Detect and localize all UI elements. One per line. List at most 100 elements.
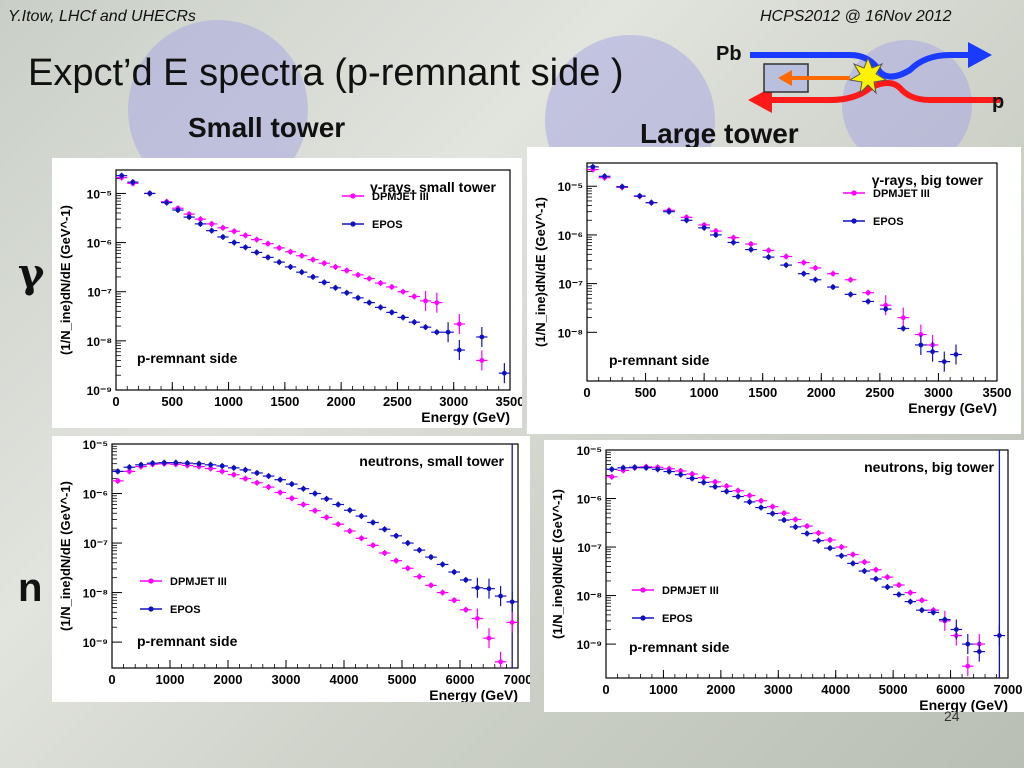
chart-gamma-big-svg: 0 500 1000 1500 2000 2500 3000 3500 10⁻⁸ 10⁻⁷ 10⁻⁶…	[533, 162, 1011, 416]
x-tick-label: 1500	[748, 385, 777, 400]
data-point	[208, 462, 214, 468]
data-point	[678, 468, 684, 474]
data-point	[666, 469, 672, 474]
data-point	[689, 475, 695, 481]
data-point	[231, 472, 237, 478]
header-conference: HCPS2012 @ 16Nov 2012	[760, 8, 952, 25]
x-tick-label: 1500	[270, 394, 299, 409]
legend-marker	[640, 587, 646, 593]
p-beam-arrowhead	[748, 87, 772, 113]
data-point	[335, 502, 341, 507]
data-point	[713, 228, 719, 234]
collision-diagram: Pb p	[716, 42, 1004, 113]
pb-label: Pb	[716, 43, 742, 65]
data-point	[666, 209, 672, 215]
data-point	[953, 352, 959, 357]
x-tick-label: 7000	[994, 682, 1023, 697]
y-tick-label: 10⁻⁹	[87, 384, 112, 398]
data-point	[735, 494, 741, 499]
data-point	[839, 553, 844, 559]
data-point	[310, 257, 316, 263]
data-point	[896, 592, 902, 597]
plot-frame	[115, 169, 511, 391]
data-point	[209, 228, 215, 234]
y-tick-label: 10⁻⁸	[83, 587, 108, 601]
collision-flash-icon	[848, 56, 888, 95]
data-point	[793, 524, 798, 530]
data-point	[976, 649, 982, 655]
data-point	[231, 240, 237, 245]
data-point	[783, 254, 789, 259]
data-point	[301, 502, 306, 507]
header-author: Y.Itow, LHCf and UHECRs	[8, 8, 196, 25]
data-point	[509, 619, 515, 625]
data-point	[701, 225, 707, 231]
chart-neutron-big-svg: 0 1000 2000 3000 4000 5000 6000 7000 10⁻⁹ 10⁻⁸ 10⁻…	[550, 444, 1023, 712]
data-point	[839, 544, 844, 550]
data-point	[602, 173, 607, 179]
data-point	[609, 466, 615, 472]
data-point	[411, 319, 417, 325]
data-point	[277, 477, 283, 483]
data-point	[850, 561, 856, 566]
plot-frame	[605, 449, 1009, 679]
x-tick-label: 1000	[156, 672, 185, 687]
legend-marker	[148, 606, 154, 612]
data-point	[231, 228, 237, 234]
annotation-text: p-remnant side	[629, 639, 730, 655]
x-tick-label: 6000	[446, 672, 475, 687]
data-point	[164, 200, 170, 206]
x-tick-label: 2500	[865, 385, 894, 400]
y-tick-label: 10⁻⁷	[558, 278, 583, 292]
x-tick-label: 1000	[690, 385, 719, 400]
data-point	[637, 193, 643, 199]
x-tick-label: 0	[602, 682, 609, 697]
data-point	[389, 309, 395, 315]
y-tick-label: 10⁻⁷	[83, 537, 108, 551]
data-point	[119, 173, 125, 179]
x-tick-label: 2000	[327, 394, 356, 409]
data-point	[632, 464, 638, 470]
data-point	[423, 298, 428, 304]
data-point	[748, 247, 754, 252]
data-point	[620, 465, 626, 471]
data-point	[848, 292, 853, 297]
data-point	[862, 559, 867, 565]
data-point	[498, 593, 503, 599]
data-point	[850, 552, 856, 557]
x-tick-label: 2000	[214, 672, 243, 687]
x-tick-label: 7000	[504, 672, 530, 687]
data-point	[896, 582, 902, 588]
data-point	[115, 478, 121, 484]
data-point	[793, 517, 798, 522]
data-point	[130, 179, 136, 185]
x-tick-label: 1000	[214, 394, 243, 409]
data-point	[930, 609, 936, 615]
data-point	[930, 349, 935, 355]
x-axis-label: Energy (GeV)	[908, 400, 997, 416]
legend-label: DPMJET III	[873, 188, 930, 200]
data-point	[712, 484, 718, 490]
data-point	[389, 284, 395, 290]
data-point	[830, 284, 836, 290]
data-point	[400, 289, 406, 295]
y-tick-label: 10⁻⁷	[577, 541, 602, 555]
data-point	[873, 567, 879, 573]
data-point	[243, 476, 248, 482]
data-point	[918, 332, 924, 337]
data-point	[479, 334, 485, 340]
data-point	[479, 358, 485, 363]
data-point	[347, 528, 353, 534]
chart-title: neutrons, small tower	[359, 453, 504, 469]
x-tick-label: 0	[112, 394, 119, 409]
legend-label: EPOS	[372, 219, 403, 231]
data-point	[486, 635, 492, 641]
large-tower-label: Large tower	[640, 118, 799, 149]
y-tick-label: 10⁻⁵	[87, 187, 112, 201]
data-point	[731, 235, 736, 241]
data-point	[378, 304, 383, 310]
data-point	[678, 472, 684, 478]
data-point	[883, 302, 889, 308]
data-point	[209, 221, 215, 227]
data-point	[885, 584, 890, 590]
